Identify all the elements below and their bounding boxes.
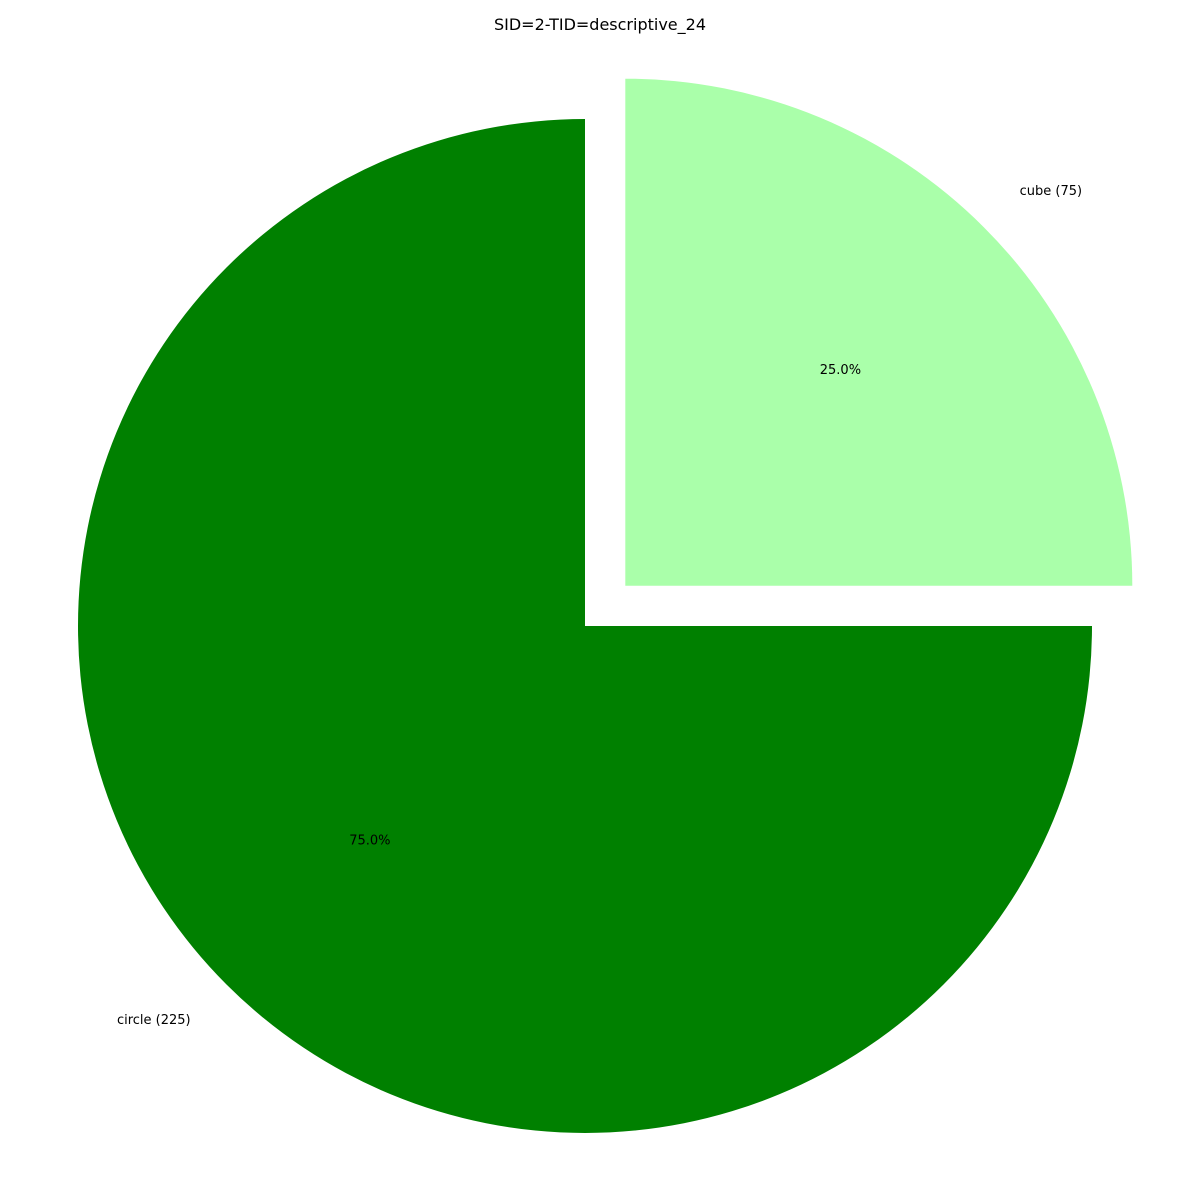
slice-label-cube: cube (75)	[1020, 184, 1082, 199]
slice-percent-cube: 25.0%	[820, 363, 861, 378]
pie-labels: cube (75) 25.0% circle (225) 75.0%	[117, 184, 1082, 1028]
pie-slices	[78, 78, 1133, 1133]
pie-slice-cube	[625, 78, 1133, 586]
slice-label-circle: circle (225)	[117, 1013, 191, 1028]
pie-slice-circle	[78, 119, 1092, 1133]
chart-title: SID=2-TID=descriptive_24	[494, 15, 706, 35]
slice-percent-circle: 75.0%	[349, 834, 390, 849]
